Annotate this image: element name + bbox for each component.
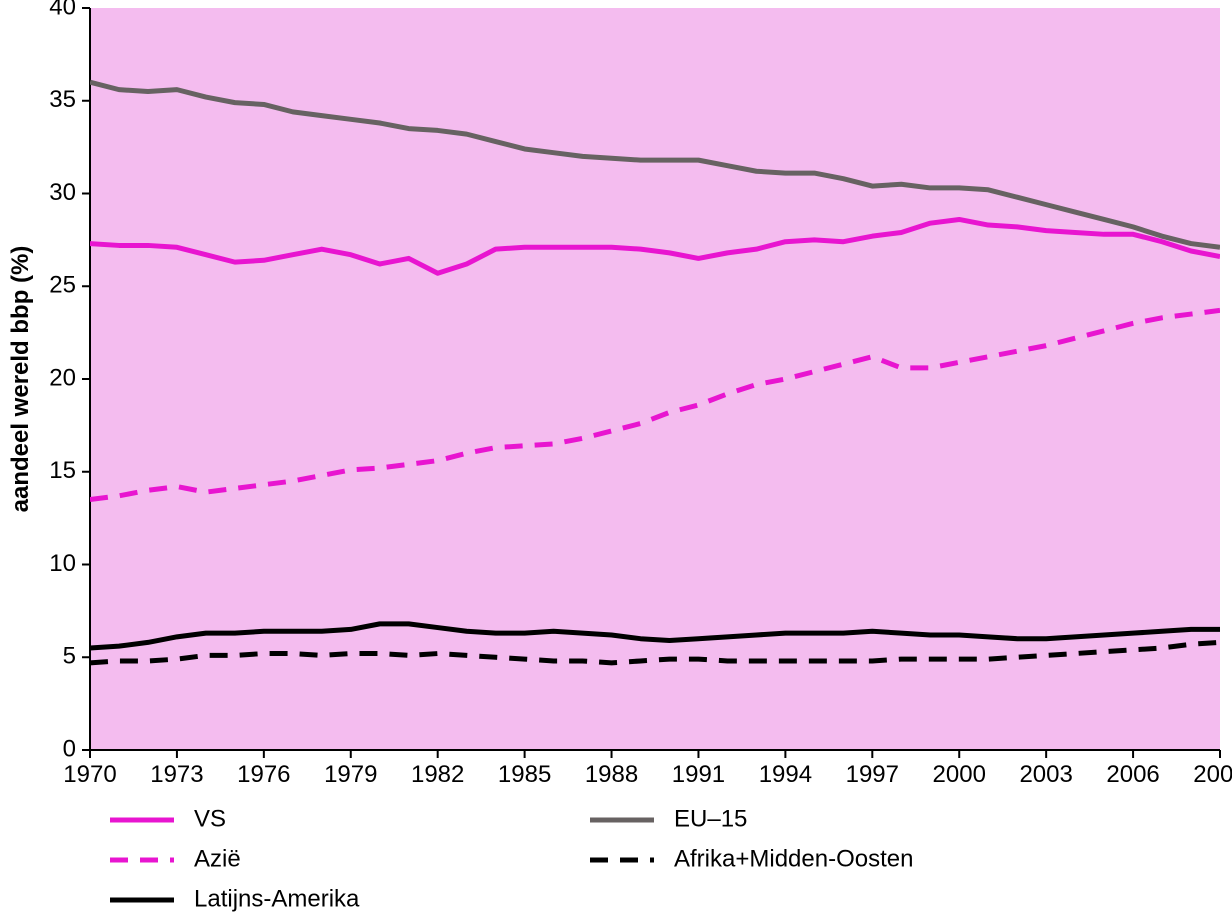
x-tick-label: 1973 [150, 761, 203, 788]
x-tick-label: 2009 [1193, 761, 1232, 788]
x-tick-label: 1994 [759, 761, 812, 788]
x-tick-label: 1985 [498, 761, 551, 788]
x-tick-label: 1988 [585, 761, 638, 788]
chart-svg: 0 5 10 15 20 25 30 35 40 1970 1973 1976 1979 1982 1985… [0, 0, 1232, 923]
legend-label-africa_me: Afrika+Midden-Oosten [674, 845, 913, 872]
x-tick-label: 1991 [672, 761, 725, 788]
y-tick-label: 25 [49, 272, 76, 299]
y-tick-label: 0 [63, 735, 76, 762]
y-tick-label: 5 [63, 643, 76, 670]
y-tick-label: 40 [49, 0, 76, 20]
y-tick-label: 30 [49, 179, 76, 206]
y-tick-label: 10 [49, 550, 76, 577]
legend-label-azie: Azië [194, 845, 241, 872]
x-tick-label: 1979 [324, 761, 377, 788]
y-tick-label: 20 [49, 364, 76, 391]
gdp-share-chart: 0 5 10 15 20 25 30 35 40 1970 1973 1976 1979 1982 1985… [0, 0, 1232, 923]
legend-label-eu15: EU–15 [674, 805, 747, 832]
x-tick-label: 1997 [846, 761, 899, 788]
x-tick-label: 1970 [63, 761, 116, 788]
y-tick-label: 15 [49, 457, 76, 484]
x-tick-label: 2000 [933, 761, 986, 788]
y-axis-title: aandeel wereld bbp (%) [7, 246, 34, 513]
y-tick-label: 35 [49, 86, 76, 113]
legend-label-vs: VS [194, 805, 226, 832]
x-tick-label: 2006 [1106, 761, 1159, 788]
x-tick-label: 1976 [237, 761, 290, 788]
x-tick-label: 2003 [1019, 761, 1072, 788]
x-tick-label: 1982 [411, 761, 464, 788]
legend-label-latam: Latijns-Amerika [194, 885, 360, 912]
